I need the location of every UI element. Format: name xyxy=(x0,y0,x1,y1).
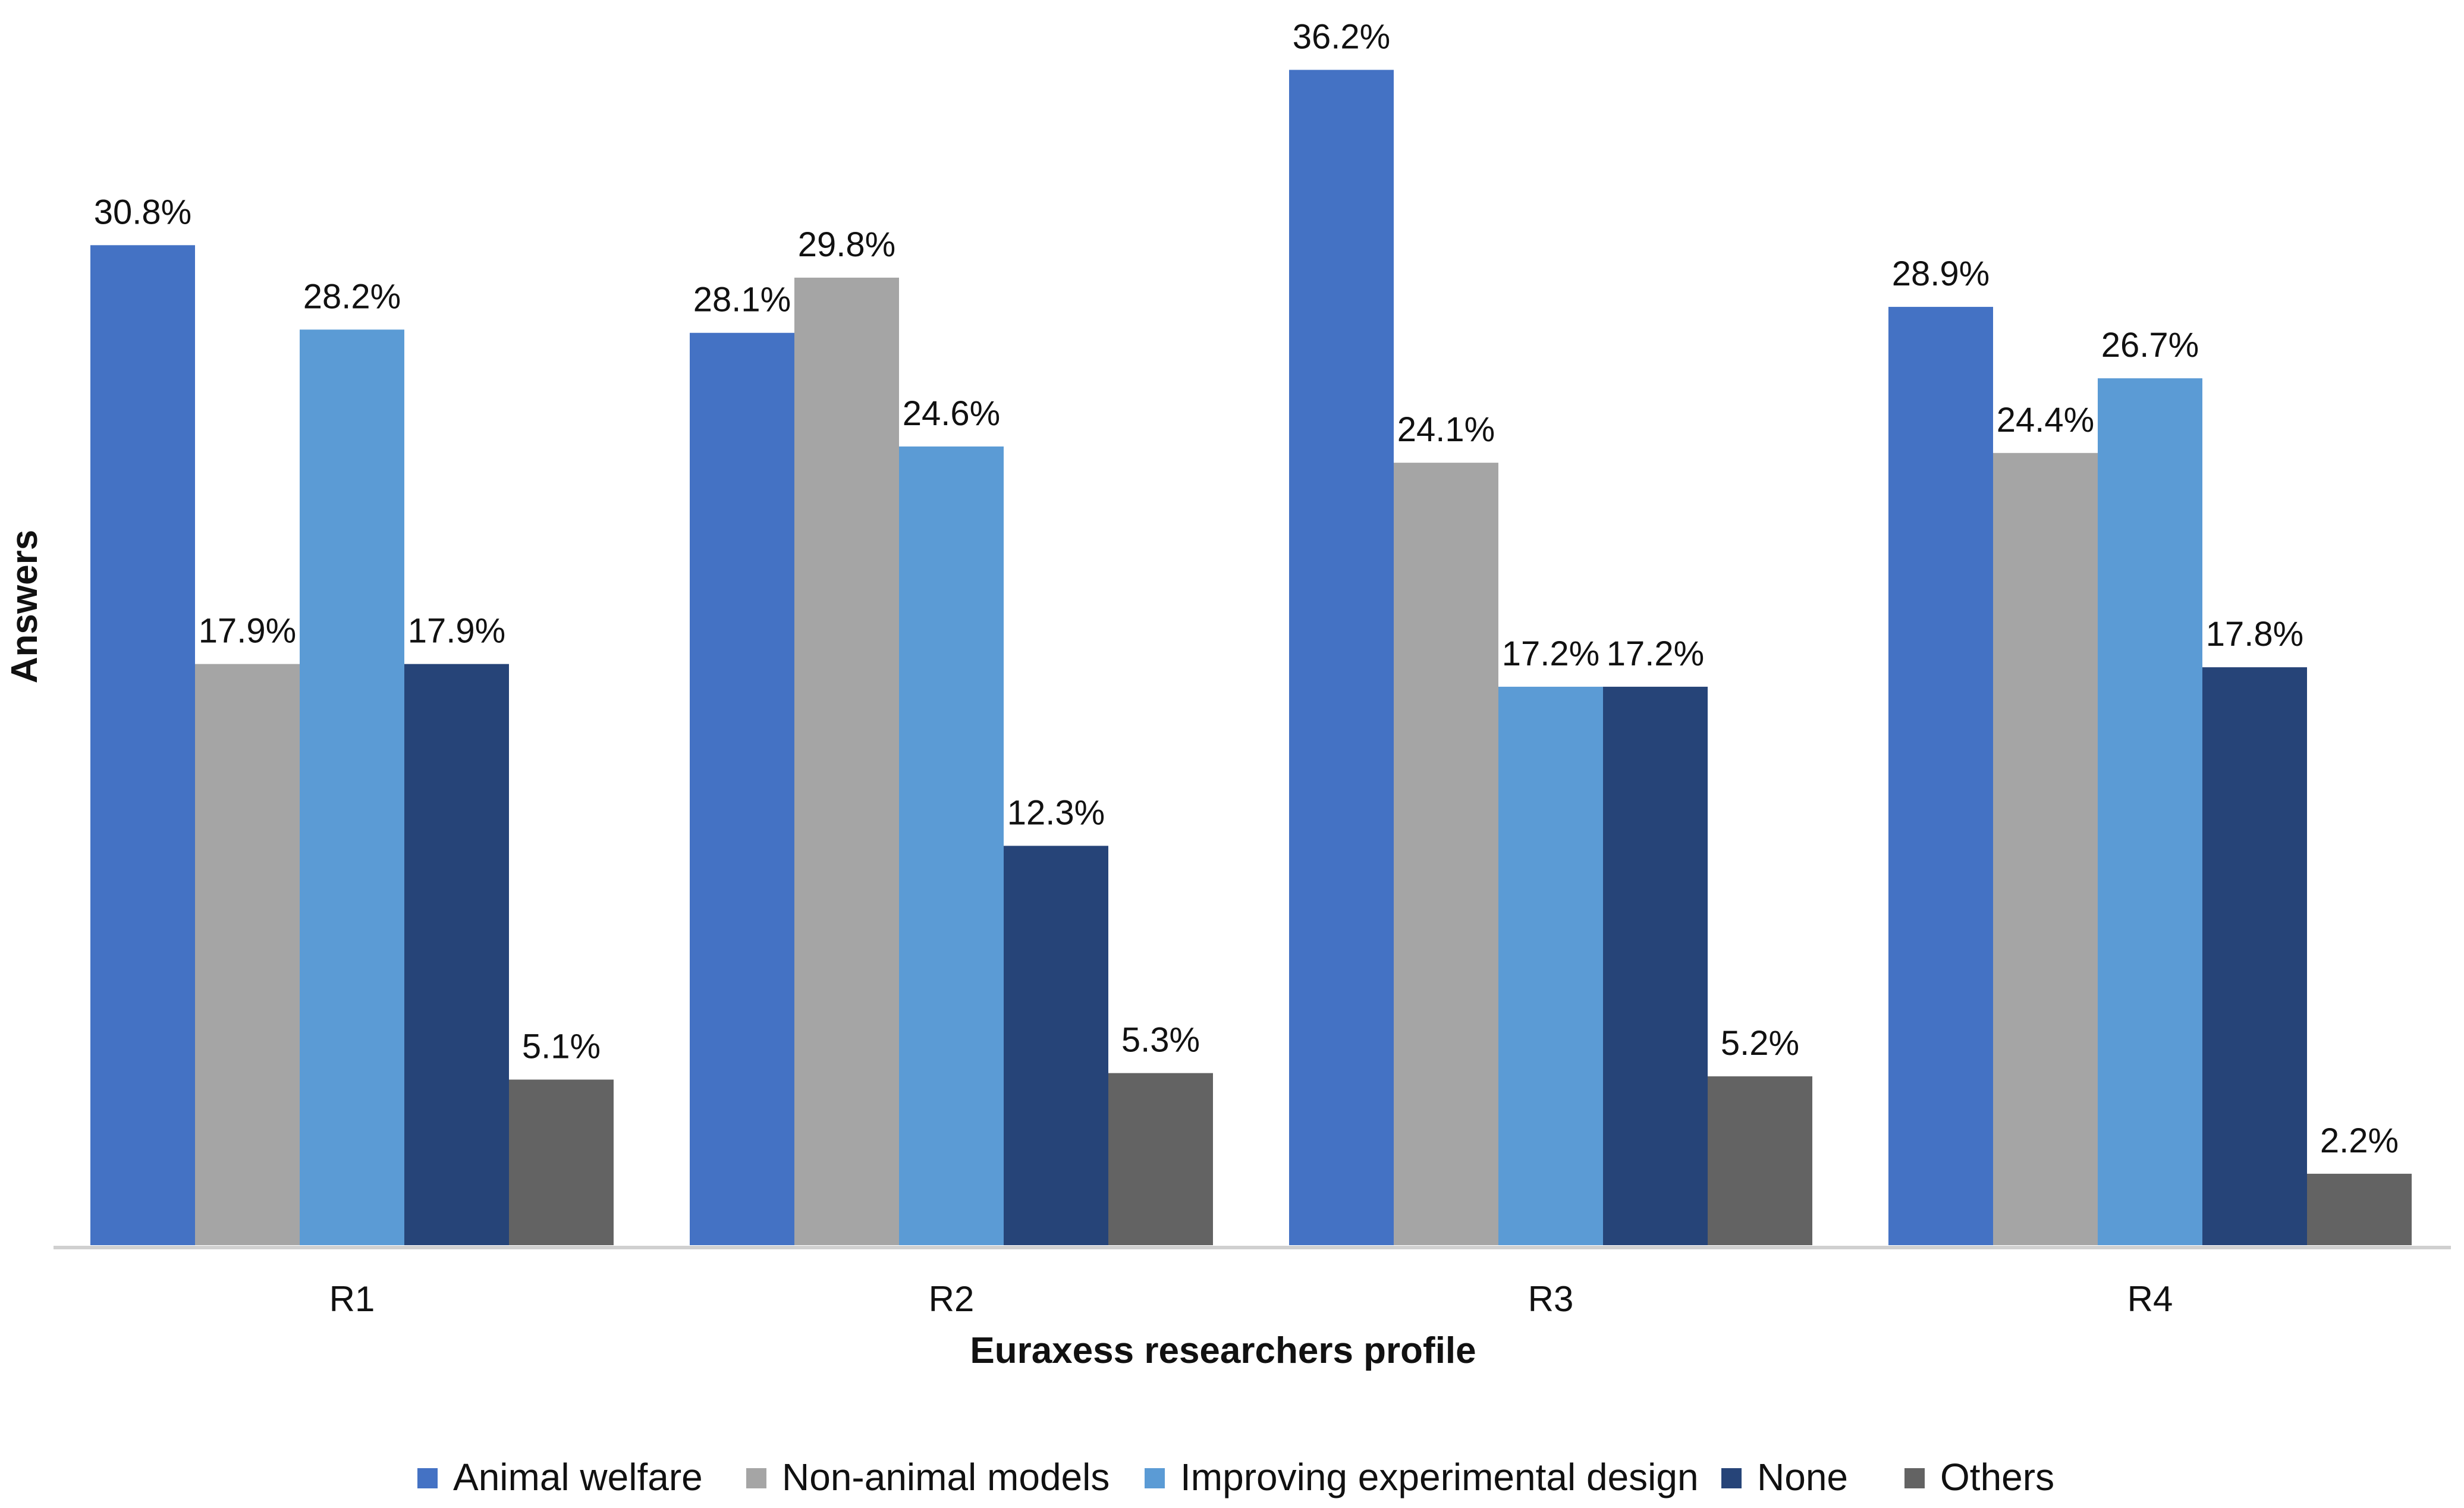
data-label-r2-none: 12.3% xyxy=(1007,793,1105,832)
legend-swatch-improving-experimental-design xyxy=(1145,1468,1165,1488)
data-label-r1-animal-welfare: 30.8% xyxy=(94,193,191,231)
bar-r3-non-animal-models xyxy=(1394,463,1498,1245)
bar-r4-improving-experimental-design xyxy=(2098,378,2202,1246)
data-label-r2-non-animal-models: 29.8% xyxy=(798,225,895,264)
bar-r3-improving-experimental-design xyxy=(1498,686,1603,1245)
legend-swatch-non-animal-models xyxy=(746,1468,766,1488)
data-label-r4-others: 2.2% xyxy=(2320,1121,2399,1160)
legend-label-non-animal-models: Non-animal models xyxy=(782,1456,1110,1498)
bar-r2-others xyxy=(1108,1073,1213,1245)
legend-label-none: None xyxy=(1757,1456,1848,1498)
legend: Animal welfare Non-animal models Improving… xyxy=(417,1456,2054,1498)
legend-label-animal-welfare: Animal welfare xyxy=(453,1456,703,1498)
legend-label-others: Others xyxy=(1940,1456,2054,1498)
data-label-r3-others: 5.2% xyxy=(1721,1024,1799,1063)
data-label-r3-improving-experimental-design: 17.2% xyxy=(1502,634,1599,673)
bars-layer xyxy=(90,70,2412,1246)
bar-r2-non-animal-models xyxy=(794,277,899,1245)
legend-swatch-animal-welfare xyxy=(417,1468,438,1488)
data-label-r1-others: 5.1% xyxy=(522,1028,601,1066)
x-tick-label-r2: R2 xyxy=(929,1279,975,1319)
bar-r1-non-animal-models xyxy=(195,664,300,1245)
bar-r1-none xyxy=(404,664,509,1245)
bar-r3-animal-welfare xyxy=(1289,70,1394,1246)
x-tick-label-r1: R1 xyxy=(329,1279,375,1319)
data-label-r3-animal-welfare: 36.2% xyxy=(1293,17,1390,56)
x-axis-title: Euraxess researchers profile xyxy=(970,1330,1476,1371)
data-label-r1-non-animal-models: 17.9% xyxy=(199,612,296,651)
x-tick-labels: R1 R2 R3 R4 xyxy=(329,1279,2173,1319)
data-label-r4-improving-experimental-design: 26.7% xyxy=(2101,326,2199,365)
legend-swatch-none xyxy=(1721,1468,1742,1488)
data-label-r3-none: 17.2% xyxy=(1607,634,1704,673)
data-label-r3-non-animal-models: 24.1% xyxy=(1397,410,1495,449)
data-label-r2-animal-welfare: 28.1% xyxy=(693,281,791,319)
bar-r4-animal-welfare xyxy=(1888,307,1993,1245)
data-label-r4-animal-welfare: 28.9% xyxy=(1892,255,1990,293)
data-label-r2-improving-experimental-design: 24.6% xyxy=(903,394,1000,433)
bar-r2-improving-experimental-design xyxy=(899,446,1004,1245)
legend-label-improving-experimental-design: Improving experimental design xyxy=(1180,1456,1699,1498)
data-label-r2-others: 5.3% xyxy=(1121,1021,1200,1060)
x-tick-label-r3: R3 xyxy=(1528,1279,1574,1319)
bar-r4-others xyxy=(2307,1173,2412,1245)
bar-r3-others xyxy=(1708,1076,1812,1245)
bar-r2-none xyxy=(1004,846,1108,1245)
bar-r2-animal-welfare xyxy=(690,332,794,1245)
data-label-r1-improving-experimental-design: 28.2% xyxy=(303,277,401,316)
bar-r4-none xyxy=(2202,667,2307,1245)
data-label-r4-none: 17.8% xyxy=(2206,615,2303,654)
bar-r1-animal-welfare xyxy=(90,245,195,1245)
bar-r1-others xyxy=(509,1079,614,1245)
data-label-r1-none: 17.9% xyxy=(408,612,505,651)
bar-r1-improving-experimental-design xyxy=(300,329,404,1245)
bar-r4-non-animal-models xyxy=(1993,453,2098,1245)
legend-swatch-others xyxy=(1904,1468,1925,1488)
y-axis-title: Answers xyxy=(4,530,45,683)
data-label-r4-non-animal-models: 24.4% xyxy=(1997,401,2094,439)
data-labels-layer: 30.8% 17.9% 28.2% 17.9% 5.1% 28.1%29.8% 24.6% 1… xyxy=(94,17,2399,1160)
bar-r3-none xyxy=(1603,686,1708,1245)
x-tick-label-r4: R4 xyxy=(2127,1279,2173,1319)
